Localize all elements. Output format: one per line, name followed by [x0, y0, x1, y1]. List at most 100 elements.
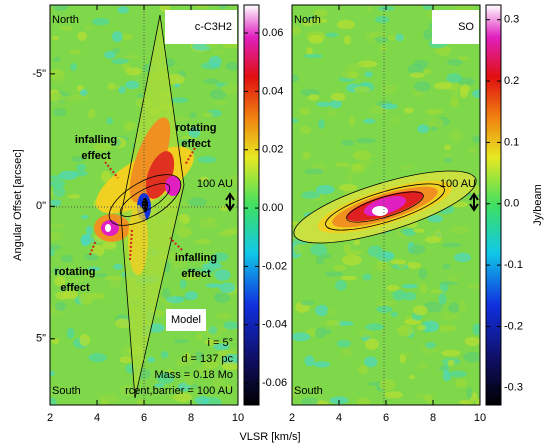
- noise: [423, 29, 433, 41]
- noise: [123, 54, 141, 60]
- noise: [438, 365, 449, 372]
- noise: [447, 359, 455, 367]
- colorbar: [243, 4, 260, 406]
- noise: [446, 59, 464, 66]
- noise: [326, 309, 334, 315]
- noise: [376, 300, 396, 308]
- noise: [221, 82, 238, 95]
- noise: [392, 290, 407, 301]
- noise: [81, 214, 89, 220]
- colorbar: [485, 4, 502, 406]
- noise: [197, 156, 217, 164]
- noise: [293, 244, 304, 255]
- noise: [446, 73, 462, 83]
- noise: [212, 252, 229, 262]
- noise: [162, 288, 171, 300]
- noise: [84, 253, 99, 261]
- noise: [413, 59, 429, 69]
- noise: [88, 266, 101, 272]
- noise: [404, 107, 414, 114]
- noise: [365, 323, 384, 331]
- noise: [376, 305, 393, 314]
- noise: [374, 36, 389, 43]
- y-tick-label: 0": [36, 200, 46, 212]
- noise: [352, 150, 372, 161]
- noise: [52, 185, 66, 198]
- noise: [123, 121, 137, 132]
- noise: [65, 277, 84, 283]
- noise: [194, 395, 210, 405]
- noise: [87, 108, 96, 119]
- noise: [200, 267, 216, 274]
- noise: [122, 33, 133, 41]
- x-tick-label: 2: [289, 412, 295, 424]
- noise: [170, 97, 189, 104]
- annotation: North: [52, 14, 79, 26]
- noise: [364, 71, 373, 78]
- noise: [336, 19, 355, 30]
- colorbar-tick-label: -0.2: [504, 320, 523, 332]
- noise: [361, 160, 374, 166]
- noise: [171, 395, 181, 400]
- noise: [343, 35, 352, 45]
- noise: [70, 63, 77, 71]
- noise: [301, 191, 321, 200]
- annotation: North: [294, 14, 321, 26]
- title-box: [165, 10, 237, 44]
- noise: [77, 31, 87, 41]
- noise: [324, 271, 344, 277]
- noise: [50, 5, 69, 12]
- noise: [69, 49, 82, 55]
- noise: [119, 356, 134, 364]
- x-axis-label: VLSR [km/s]: [239, 431, 300, 443]
- noise: [362, 273, 372, 281]
- noise: [307, 94, 320, 101]
- emission: [293, 5, 479, 405]
- noise: [443, 144, 452, 151]
- noise: [223, 321, 238, 330]
- noise: [224, 384, 232, 390]
- noise: [464, 336, 480, 347]
- noise: [347, 62, 362, 71]
- noise: [308, 18, 328, 24]
- noise: [101, 400, 108, 405]
- noise: [450, 225, 470, 235]
- colorbar-tick-label: 0.02: [262, 144, 283, 156]
- noise: [188, 126, 201, 138]
- noise: [50, 397, 57, 405]
- noise: [104, 275, 123, 281]
- noise: [357, 330, 374, 338]
- noise: [475, 398, 480, 405]
- noise: [424, 395, 434, 404]
- noise: [119, 384, 138, 397]
- noise: [472, 89, 480, 99]
- x-tick-label: 8: [188, 412, 194, 424]
- noise: [312, 361, 331, 368]
- noise: [463, 351, 480, 363]
- x-tick-label: 6: [141, 412, 147, 424]
- colorbar-tick-label: -0.06: [262, 377, 287, 389]
- noise: [100, 170, 112, 183]
- noise: [420, 283, 427, 294]
- noise: [147, 356, 156, 363]
- noise: [190, 383, 198, 390]
- noise: [373, 264, 392, 272]
- noise: [50, 178, 66, 188]
- noise: [413, 81, 431, 92]
- noise: [366, 5, 373, 13]
- noise: [338, 184, 358, 192]
- noise: [314, 327, 327, 339]
- noise: [214, 269, 231, 281]
- noise: [460, 84, 470, 93]
- annotation: effect: [181, 138, 211, 150]
- colorbar-tick-label: 0.2: [504, 75, 519, 87]
- noise: [50, 370, 56, 377]
- noise: [458, 300, 467, 312]
- noise: [66, 327, 75, 339]
- noise: [213, 343, 230, 351]
- colorbar-tick-label: -0.1: [504, 259, 523, 271]
- noise: [93, 143, 111, 152]
- noise: [111, 31, 123, 43]
- noise: [85, 225, 93, 236]
